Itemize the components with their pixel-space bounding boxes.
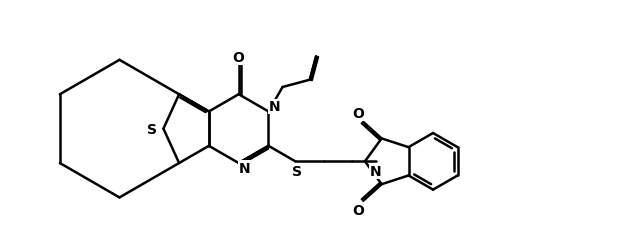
Text: S: S xyxy=(147,122,157,136)
Text: O: O xyxy=(352,203,364,217)
Text: O: O xyxy=(233,51,244,65)
Text: N: N xyxy=(370,165,381,179)
Text: S: S xyxy=(292,165,301,179)
Text: O: O xyxy=(352,107,364,121)
Text: N: N xyxy=(239,161,251,175)
Text: N: N xyxy=(269,100,280,114)
